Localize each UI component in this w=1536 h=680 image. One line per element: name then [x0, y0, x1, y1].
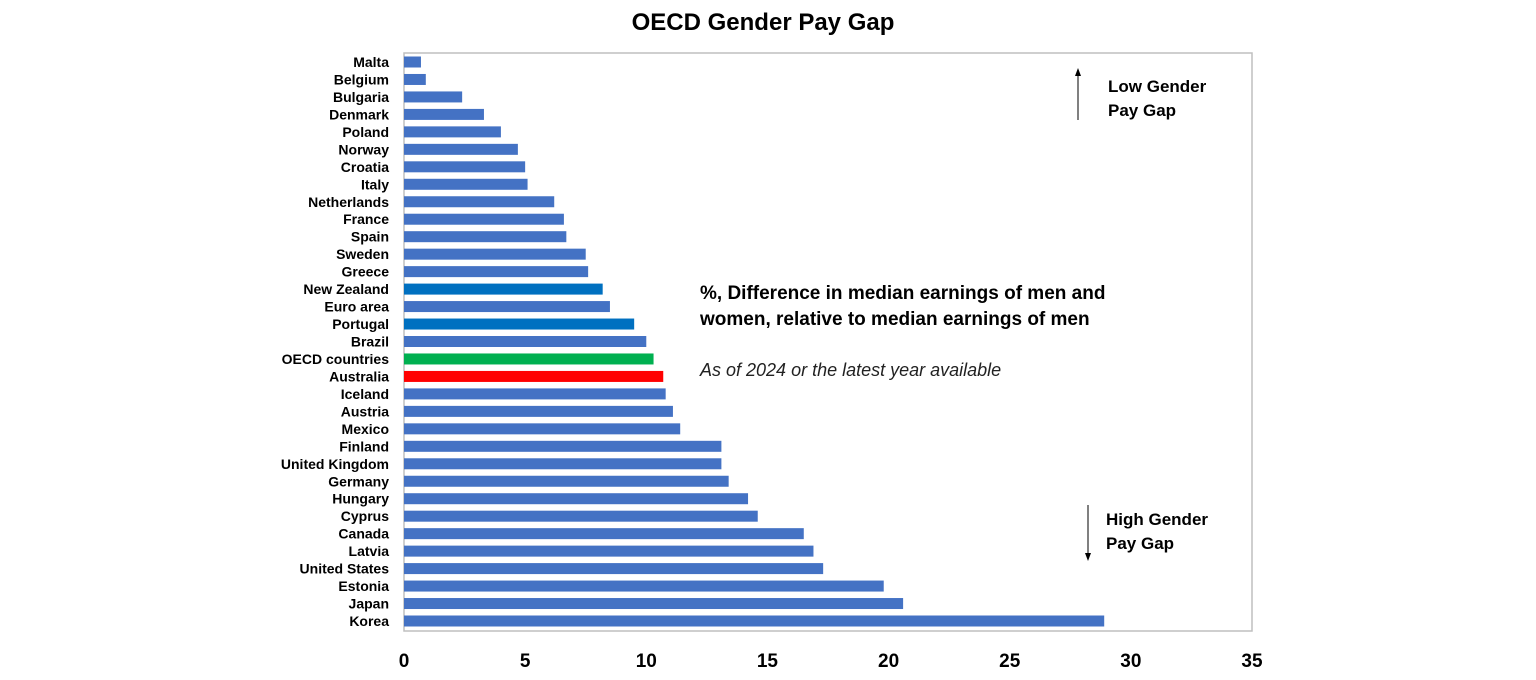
up-arrowhead-icon [1075, 68, 1081, 76]
bar-poland [404, 126, 501, 138]
category-label: Belgium [334, 71, 389, 87]
category-label: New Zealand [303, 281, 389, 297]
bar-netherlands [404, 196, 555, 208]
bar-germany [404, 475, 729, 487]
category-label: Norway [338, 141, 389, 157]
category-label: France [343, 211, 389, 227]
bar-italy [404, 178, 528, 190]
category-label: Finland [339, 438, 389, 454]
bar-japan [404, 598, 904, 610]
category-label: United States [300, 561, 390, 577]
down-arrowhead-icon [1085, 553, 1091, 561]
x-tick-label: 15 [757, 651, 779, 672]
bar-united-kingdom [404, 458, 722, 470]
description-line-2: women, relative to median earnings of me… [699, 309, 1090, 330]
chart-title: OECD Gender Pay Gap [632, 9, 895, 36]
bar-australia [404, 370, 664, 382]
category-label: Greece [342, 264, 390, 280]
category-label: Japan [349, 596, 389, 612]
category-label: United Kingdom [281, 456, 389, 472]
category-label: Euro area [324, 299, 389, 315]
category-label: Hungary [332, 491, 389, 507]
high-gap-label-1: High Gender [1106, 510, 1208, 529]
category-label: Germany [328, 473, 389, 489]
category-label: Estonia [338, 578, 389, 594]
category-label: Sweden [336, 246, 389, 262]
bar-greece [404, 266, 589, 278]
bar-austria [404, 405, 673, 417]
low-gap-label-1: Low Gender [1108, 77, 1207, 96]
x-tick-label: 10 [636, 651, 657, 672]
bar-iceland [404, 388, 666, 400]
description-line-1: %, Difference in median earnings of men … [700, 283, 1105, 304]
bar-latvia [404, 545, 814, 557]
high-gap-label-2: Pay Gap [1106, 534, 1174, 553]
low-gap-label-2: Pay Gap [1108, 101, 1176, 120]
bar-belgium [404, 73, 426, 85]
x-tick-label: 0 [399, 651, 410, 672]
bar-new-zealand [404, 283, 603, 295]
bar-oecd-countries [404, 353, 654, 365]
category-label: Spain [351, 229, 389, 245]
bar-malta [404, 56, 421, 68]
bar-united-states [404, 563, 824, 575]
bar-cyprus [404, 510, 758, 522]
bar-canada [404, 528, 804, 540]
x-tick-label: 5 [520, 651, 531, 672]
bar-korea [404, 615, 1105, 627]
category-label: Austria [341, 403, 389, 419]
category-label: Poland [342, 124, 389, 140]
category-label: Cyprus [341, 508, 389, 524]
category-label: Denmark [329, 106, 389, 122]
bar-bulgaria [404, 91, 463, 103]
bar-euro-area [404, 301, 610, 313]
as-of-note: As of 2024 or the latest year available [699, 360, 1001, 380]
bar-estonia [404, 580, 884, 592]
bar-denmark [404, 108, 484, 120]
bar-norway [404, 143, 518, 155]
bar-sweden [404, 248, 586, 260]
bar-croatia [404, 161, 526, 173]
bar-brazil [404, 336, 647, 347]
bar-hungary [404, 493, 749, 505]
x-tick-label: 30 [1120, 651, 1141, 672]
bar-finland [404, 440, 722, 452]
category-label: Latvia [349, 543, 390, 559]
x-tick-label: 20 [878, 651, 899, 672]
category-label: Croatia [341, 159, 389, 175]
category-label: Italy [361, 176, 389, 192]
bar-france [404, 213, 564, 225]
category-label: Korea [349, 613, 389, 629]
category-label: Netherlands [308, 194, 389, 210]
x-tick-label: 35 [1241, 651, 1263, 672]
bar-portugal [404, 318, 635, 330]
category-label: Iceland [341, 386, 389, 402]
category-label: Bulgaria [333, 89, 389, 105]
category-label: Canada [338, 526, 389, 542]
category-label: Australia [329, 368, 389, 384]
category-label: Brazil [351, 334, 389, 350]
x-tick-label: 25 [999, 651, 1021, 672]
category-label: OECD countries [282, 351, 390, 367]
category-label: Mexico [342, 421, 389, 437]
category-label: Malta [353, 54, 389, 70]
bar-mexico [404, 423, 681, 435]
category-label: Portugal [332, 316, 389, 332]
bar-spain [404, 231, 567, 243]
